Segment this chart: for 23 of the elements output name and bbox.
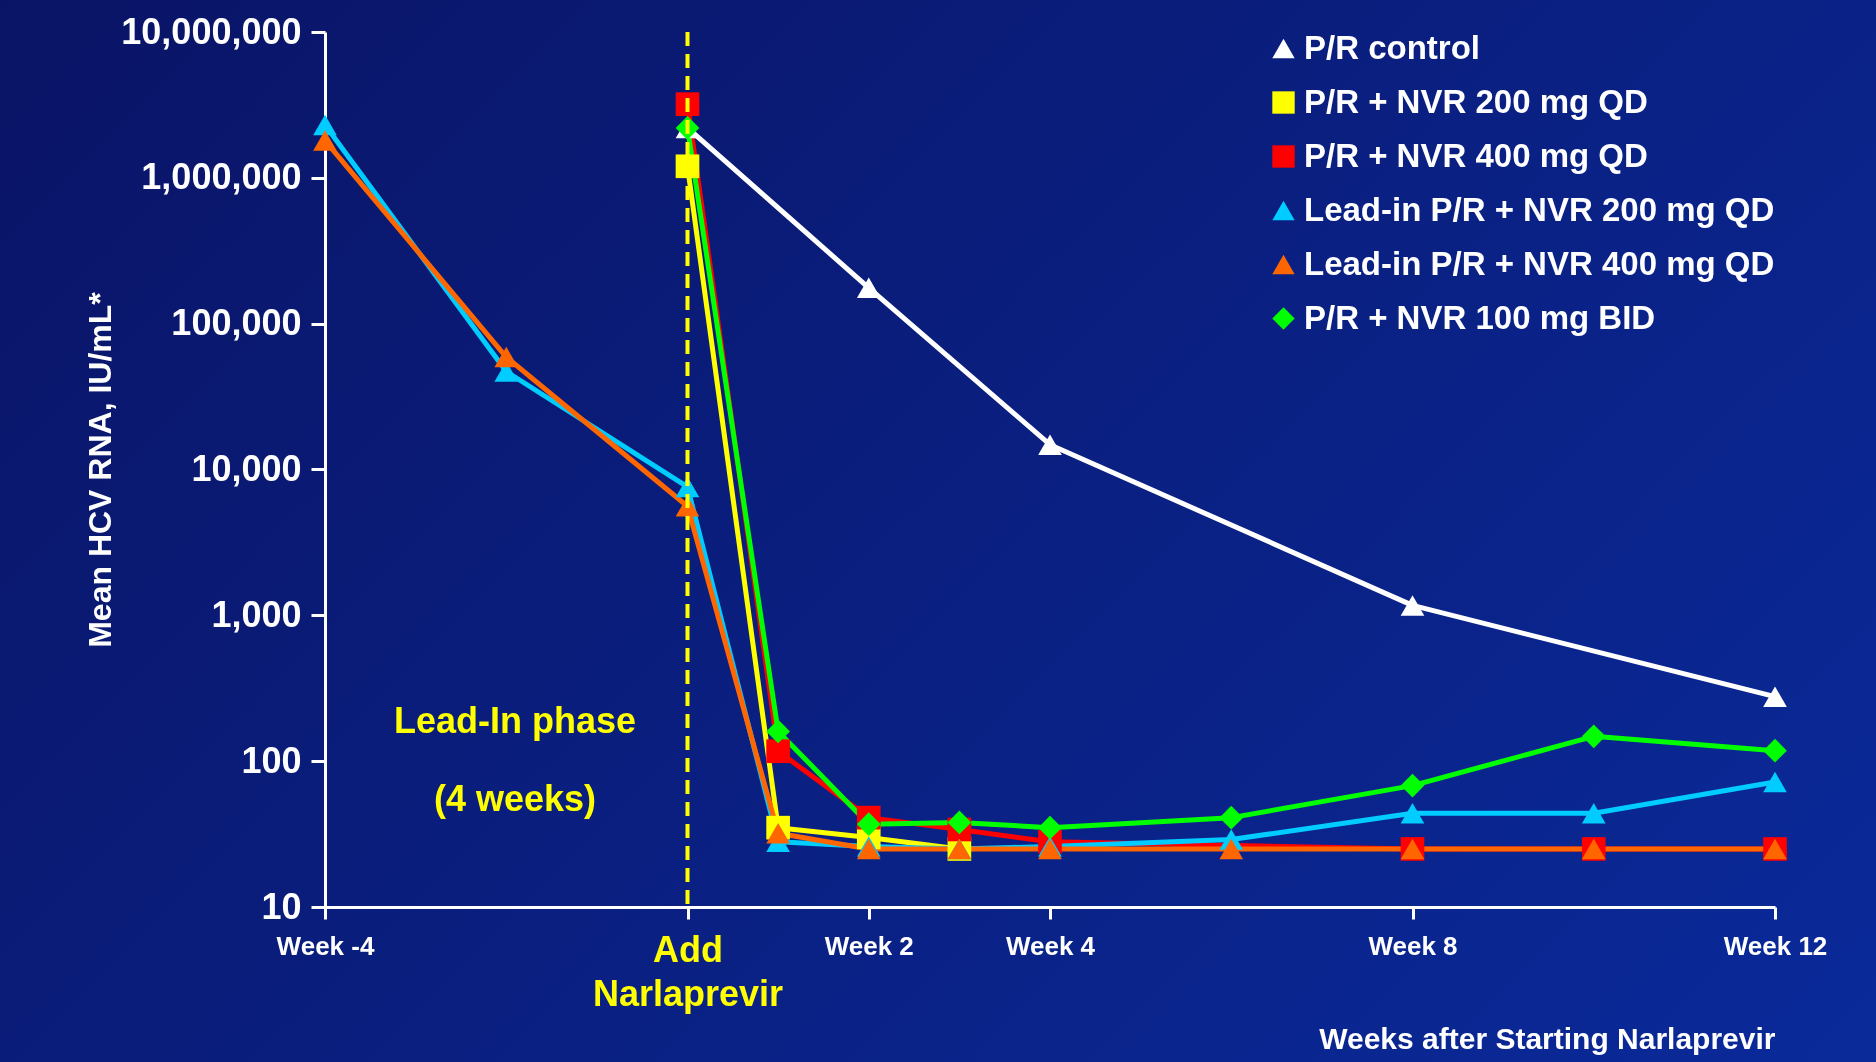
legend-label: P/R control: [1304, 28, 1481, 66]
y-tick-label: 1,000: [211, 593, 302, 635]
x-tick-label: Week 8: [1368, 930, 1458, 961]
annotation: (4 weeks): [433, 778, 597, 819]
legend-label: Lead-in P/R + NVR 400 mg QD: [1304, 244, 1775, 282]
x-axis-title: Weeks after Starting Narlaprevir: [1319, 1021, 1776, 1055]
y-axis-title: Mean HCV RNA, IU/mL*: [81, 291, 118, 648]
y-tick-label: 10: [261, 885, 302, 927]
legend-label: P/R + NVR 100 mg BID: [1304, 298, 1656, 336]
x-tick-label: Week -4: [276, 930, 375, 961]
y-tick-label: 1,000,000: [141, 156, 302, 198]
y-tick-label: 10,000,000: [121, 10, 302, 52]
legend-label: Lead-in P/R + NVR 200 mg QD: [1304, 190, 1775, 228]
y-tick-label: 100: [241, 739, 302, 781]
x-tick-label: Week 12: [1723, 930, 1828, 961]
legend-label: P/R + NVR 400 mg QD: [1304, 136, 1648, 174]
y-tick-label: 100,000: [171, 302, 302, 344]
annotation: Lead-In phase: [393, 700, 637, 741]
y-tick-label: 10,000: [191, 448, 302, 489]
x-tick-label: Week 2: [824, 930, 914, 961]
x-tick-label: Add Narlaprevir: [592, 928, 784, 1014]
legend-label: P/R + NVR 200 mg QD: [1304, 82, 1648, 120]
x-tick-label: Week 4: [1005, 930, 1096, 961]
